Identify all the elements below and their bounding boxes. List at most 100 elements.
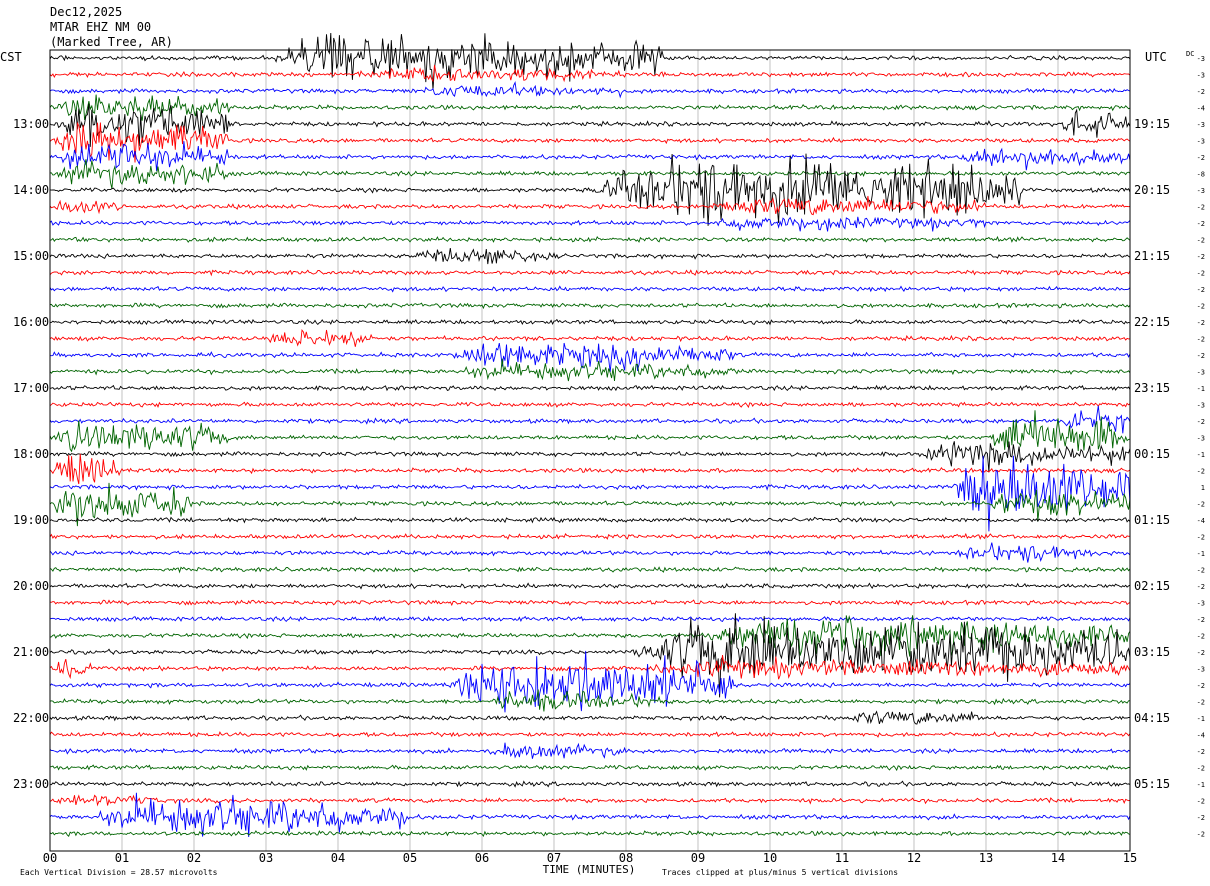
dc-offset-label: -2 — [1197, 501, 1205, 509]
utc-hour-label: 00:15 — [1134, 447, 1170, 461]
station-label: MTAR EHZ NM 00 — [50, 20, 151, 34]
x-tick-label: 09 — [691, 851, 705, 865]
trace-20 — [49, 384, 1131, 392]
trace-21 — [49, 401, 1131, 409]
dc-offset-label: -3 — [1197, 600, 1205, 608]
utc-hour-label: 21:15 — [1134, 249, 1170, 263]
dc-offset-label: -2 — [1197, 303, 1205, 311]
dc-offset-label: -4 — [1197, 732, 1205, 740]
dc-offset-label: -2 — [1197, 352, 1205, 360]
clip-note: Traces clipped at plus/minus 5 vertical … — [662, 868, 898, 877]
utc-hour-label: 22:15 — [1134, 315, 1170, 329]
dc-offset-label: -4 — [1197, 517, 1205, 525]
trace-31 — [49, 566, 1131, 574]
dc-offset-label: -2 — [1197, 88, 1205, 96]
dc-offset-label: -2 — [1197, 633, 1205, 641]
x-tick-label: 15 — [1123, 851, 1137, 865]
trace-41 — [49, 731, 1131, 738]
dc-offset-labels: -3 -3 -2 -4 -3 -3 -2 -8 -3 -2 -2 -2 -2 -2 -2 -2 -2 -2 -2 -3… — [1197, 55, 1205, 839]
trace-10 — [49, 216, 1131, 232]
trace-44 — [49, 780, 1131, 788]
dc-offset-label: -2 — [1197, 583, 1205, 591]
x-tick-label: 13 — [979, 851, 993, 865]
dc-offset-label: -3 — [1197, 369, 1205, 377]
cst-hour-label: 20:00 — [13, 579, 49, 593]
seismic-traces — [49, 32, 1131, 838]
cst-hour-label: 23:00 — [13, 777, 49, 791]
trace-15 — [49, 302, 1131, 310]
trace-32 — [49, 582, 1131, 590]
dc-offset-label: -2 — [1197, 270, 1205, 278]
x-tick-label: 08 — [619, 851, 633, 865]
dc-label: DC — [1186, 50, 1194, 58]
x-tick-label: 07 — [547, 851, 561, 865]
dc-offset-label: -2 — [1197, 649, 1205, 657]
trace-19 — [49, 358, 1131, 382]
trace-13 — [49, 269, 1131, 277]
trace-8 — [49, 153, 1131, 226]
cst-hour-label: 16:00 — [13, 315, 49, 329]
x-tick-label: 01 — [115, 851, 129, 865]
trace-36 — [49, 613, 1131, 698]
dc-offset-label: -3 — [1197, 402, 1205, 410]
utc-hour-label: 01:15 — [1134, 513, 1170, 527]
trace-43 — [49, 764, 1131, 772]
dc-offset-label: -1 — [1197, 385, 1205, 393]
location-label: (Marked Tree, AR) — [50, 35, 173, 49]
dc-offset-label: -3 — [1197, 55, 1205, 63]
trace-42 — [49, 742, 1131, 759]
utc-hour-labels: 19:15 20:15 21:15 22:15 23:15 00:15 01:15 02:15… — [1134, 117, 1170, 791]
dc-offset-label: -3 — [1197, 435, 1205, 443]
dc-offset-label: -2 — [1197, 418, 1205, 426]
dc-offset-label: -2 — [1197, 319, 1205, 327]
trace-18 — [50, 342, 1131, 373]
dc-offset-label: 1 — [1201, 484, 1205, 492]
trace-30 — [49, 542, 1131, 563]
trace-9 — [49, 195, 1131, 216]
utc-label: UTC — [1145, 50, 1167, 64]
dc-offset-label: -2 — [1197, 286, 1205, 294]
utc-hour-label: 19:15 — [1134, 117, 1170, 131]
x-tick-label: 02 — [187, 851, 201, 865]
dc-offset-label: -2 — [1197, 253, 1205, 261]
dc-offset-label: -2 — [1197, 798, 1205, 806]
utc-hour-label: 05:15 — [1134, 777, 1170, 791]
trace-3 — [49, 94, 1131, 121]
trace-22 — [49, 405, 1131, 434]
trace-25 — [49, 453, 1131, 485]
cst-hour-label: 15:00 — [13, 249, 49, 263]
dc-offset-label: -1 — [1197, 550, 1205, 558]
trace-7 — [49, 159, 1131, 189]
trace-35 — [49, 615, 1131, 657]
cst-label: CST — [0, 50, 22, 64]
trace-28 — [49, 516, 1131, 524]
x-axis-ticks: 00 01 02 03 04 05 06 07 08 09 10 11 12 13 14 15 — [43, 851, 1137, 865]
dc-offset-label: -2 — [1197, 765, 1205, 773]
trace-33 — [49, 599, 1131, 607]
x-tick-label: 10 — [763, 851, 777, 865]
x-tick-label: 12 — [907, 851, 921, 865]
cst-hour-label: 18:00 — [13, 447, 49, 461]
trace-40 — [49, 710, 1131, 725]
x-tick-label: 14 — [1051, 851, 1065, 865]
trace-1 — [49, 64, 1131, 83]
dc-offset-label: -2 — [1197, 204, 1205, 212]
trace-2 — [49, 80, 1131, 99]
utc-hour-label: 04:15 — [1134, 711, 1170, 725]
cst-hour-label: 21:00 — [13, 645, 49, 659]
cst-hour-label: 13:00 — [13, 117, 49, 131]
trace-5 — [49, 121, 1131, 163]
trace-45 — [49, 794, 1131, 807]
trace-37 — [49, 655, 1131, 680]
trace-0 — [49, 32, 1131, 90]
utc-hour-label: 20:15 — [1134, 183, 1170, 197]
dc-offset-label: -3 — [1197, 138, 1205, 146]
dc-offset-label: -3 — [1197, 72, 1205, 80]
plot-frame — [49, 49, 1131, 852]
dc-offset-label: -2 — [1197, 699, 1205, 707]
x-tick-label: 00 — [43, 851, 57, 865]
trace-14 — [49, 285, 1131, 293]
dc-offset-label: -2 — [1197, 468, 1205, 476]
utc-hour-label: 02:15 — [1134, 579, 1170, 593]
cst-hour-label: 17:00 — [13, 381, 49, 395]
